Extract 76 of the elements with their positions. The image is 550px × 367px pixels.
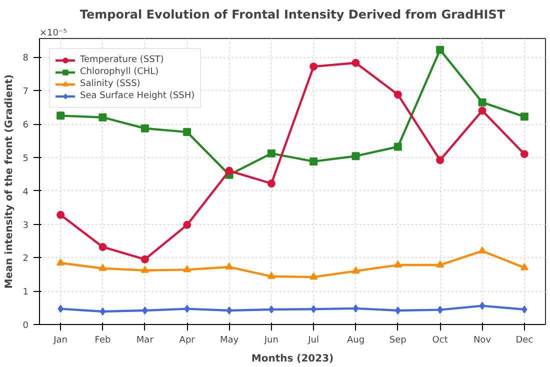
y-tick-label: 4 <box>22 187 29 198</box>
point <box>98 113 107 122</box>
y-tick-label: 7 <box>22 87 29 98</box>
point <box>520 263 528 270</box>
point <box>56 210 65 219</box>
point <box>56 258 65 266</box>
point <box>394 260 402 268</box>
x-tick-label: Dec <box>516 336 534 346</box>
point <box>225 166 234 175</box>
x-tick-label: Jun <box>263 336 278 346</box>
point <box>183 128 192 136</box>
x-tick-label: Oct <box>432 336 448 346</box>
x-tick-label: Feb <box>94 336 112 346</box>
y-tick-label: 5 <box>22 154 29 164</box>
point <box>58 304 64 313</box>
y-tick-label: 1 <box>22 288 29 298</box>
point <box>267 180 276 188</box>
x-tick-label: Jan <box>52 336 68 346</box>
legend-label: Salinity (SSS) <box>80 78 140 90</box>
point <box>520 150 528 158</box>
point <box>267 149 276 158</box>
x-tick-label: Apr <box>179 336 196 346</box>
point <box>479 302 486 310</box>
point <box>268 305 274 314</box>
y-tick-label: 0 <box>22 321 29 331</box>
point <box>352 304 359 312</box>
x-tick-label: Sep <box>389 336 407 346</box>
point <box>478 106 486 115</box>
chart-title: Temporal Evolution of Frontal Intensity Derived from GradHIST <box>80 8 506 22</box>
point <box>267 272 276 279</box>
point <box>310 305 316 314</box>
point <box>310 62 318 71</box>
x-tick-label: Mar <box>136 336 154 346</box>
x-tick-label: May <box>220 336 240 346</box>
legend-label: Sea Surface Height (SSH) <box>80 90 195 102</box>
point <box>225 262 234 270</box>
point <box>520 112 528 121</box>
point <box>183 265 192 272</box>
point <box>436 156 444 164</box>
x-tick-label: Jul <box>307 336 320 346</box>
point <box>352 266 360 274</box>
point <box>436 260 444 268</box>
x-tick-label: Aug <box>346 336 365 346</box>
y-axis-title: Mean intensity of the front (Gradient) <box>4 74 15 289</box>
point <box>395 306 401 314</box>
point <box>98 242 107 251</box>
point <box>352 152 360 160</box>
point <box>352 58 360 67</box>
point <box>394 90 402 99</box>
point <box>56 112 65 120</box>
point <box>183 220 192 229</box>
point <box>140 266 149 273</box>
point <box>140 255 149 264</box>
legend-label: Temperature (SST) <box>80 54 164 66</box>
point <box>437 306 443 314</box>
point <box>478 98 486 106</box>
x-tick-label: Nov <box>473 336 492 346</box>
y-tick-label: 2 <box>22 254 29 264</box>
point <box>478 246 486 254</box>
y-tick-label: 8 <box>22 54 29 64</box>
point <box>100 307 106 316</box>
point <box>310 157 318 166</box>
y-tick-label: 6 <box>22 120 29 131</box>
point <box>394 142 402 151</box>
point <box>140 124 149 132</box>
point <box>98 264 107 271</box>
x-axis-title: Months (2023) <box>251 354 334 364</box>
point <box>522 305 528 314</box>
point <box>142 306 148 314</box>
y-tick-label: 3 <box>22 220 29 231</box>
point <box>226 306 232 314</box>
text: ×10⁻⁵ <box>40 28 68 38</box>
point <box>436 46 444 54</box>
point <box>310 272 318 280</box>
point <box>184 304 190 313</box>
legend-label: Chlorophyll (CHL) <box>80 66 159 78</box>
